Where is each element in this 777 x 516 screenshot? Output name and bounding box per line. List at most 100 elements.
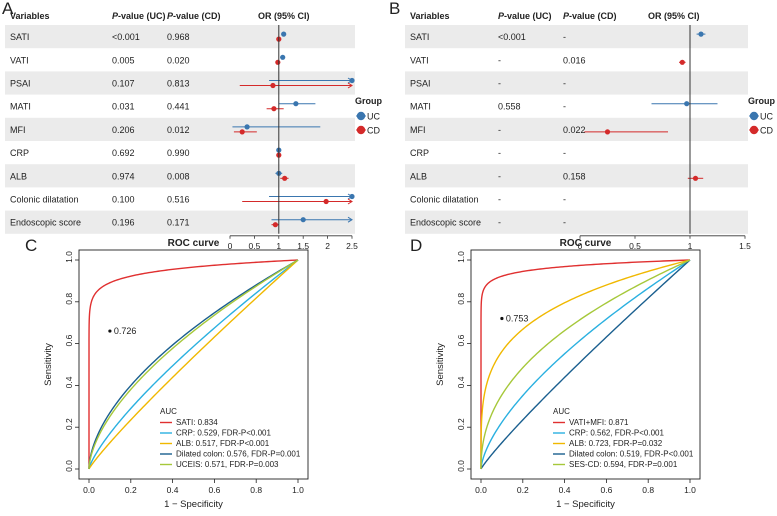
legend-label: VATI+MFI: 0.871 — [569, 418, 629, 427]
x-tick-label: 0.2 — [517, 485, 529, 495]
variable-name: VATI — [10, 55, 29, 65]
roc-panel-C: C ROC curve 0.0 0.0 0.2 0.2 0.4 0.4 0.6 0.6 0.8 0.8… — [25, 236, 309, 510]
p-value-uc: <0.001 — [498, 32, 526, 42]
roc-curve-4 — [480, 259, 691, 470]
variable-name: MFI — [10, 125, 26, 135]
p-value-uc: - — [498, 79, 501, 89]
p-value-cd: - — [563, 32, 566, 42]
legend-label: UC — [367, 112, 380, 122]
y-tick-label: 0.2 — [456, 418, 466, 430]
p-value-uc: 0.692 — [112, 148, 135, 158]
uc-point — [244, 124, 250, 130]
roc-curve-3 — [480, 259, 691, 470]
cd-point — [679, 59, 685, 65]
x-tick-label: 0 — [228, 241, 233, 251]
cd-point — [272, 222, 278, 228]
legend-title: AUC — [160, 407, 177, 416]
cd-point — [271, 106, 277, 112]
row-band — [5, 71, 355, 95]
panel-label: D — [410, 236, 422, 255]
p-value-cd: 0.020 — [167, 55, 190, 65]
cd-arrow — [347, 82, 353, 89]
x-tick-label: 0.0 — [83, 485, 95, 495]
roc-panel-D: D ROC curve 0.0 0.0 0.2 0.2 0.4 0.4 0.6 0.6 0.8 0.8… — [410, 236, 701, 510]
p-value-uc: 0.005 — [112, 55, 135, 65]
cutoff-point — [500, 316, 504, 321]
variable-name: PSAI — [10, 79, 31, 89]
p-value-cd: - — [563, 218, 566, 228]
p-value-uc: 0.206 — [112, 125, 135, 135]
row-band — [405, 25, 748, 49]
cutoff-point — [108, 329, 112, 333]
p-value-uc: 0.558 — [498, 102, 521, 112]
x-tick-label: 1.0 — [684, 485, 696, 495]
cd-arrow — [347, 198, 353, 205]
column-header: P-value (UC) — [498, 11, 552, 21]
legend-dot — [356, 125, 366, 135]
x-tick-label: 0.0 — [475, 485, 487, 495]
p-value-cd: 0.968 — [167, 32, 190, 42]
y-axis-title: Sensitivity — [43, 343, 54, 386]
variable-name: ALB — [10, 171, 27, 181]
panel-label: C — [25, 236, 37, 255]
p-value-cd: 0.990 — [167, 148, 190, 158]
roc-curve-2 — [480, 259, 691, 470]
chart-title: ROC curve — [560, 238, 612, 249]
column-header: Variables — [10, 11, 50, 21]
y-tick-label: 0.0 — [456, 460, 466, 472]
x-tick-label: 0.5 — [629, 241, 641, 251]
cutoff-label: 0.726 — [114, 326, 137, 336]
column-header: OR (95% CI) — [648, 11, 700, 21]
x-tick-label: 2 — [325, 241, 330, 251]
y-tick-label: 0.0 — [64, 460, 74, 472]
p-value-uc: - — [498, 195, 501, 205]
roc-curve-3 — [88, 259, 299, 470]
variable-name: ALB — [410, 171, 427, 181]
plot-frame — [78, 249, 309, 480]
y-tick-label: 0.8 — [64, 293, 74, 305]
uc-arrow — [347, 216, 353, 223]
x-tick-label: 0.8 — [250, 485, 262, 495]
row-band — [5, 117, 355, 141]
panel-label: A — [2, 0, 14, 18]
row-band — [5, 25, 355, 49]
legend-label: CD — [367, 126, 380, 136]
legend-label: UC — [760, 112, 773, 122]
row-band — [5, 164, 355, 188]
uc-point — [698, 31, 704, 37]
column-header: OR (95% CI) — [258, 11, 310, 21]
row-band — [405, 117, 748, 141]
x-tick-label: 2.5 — [346, 241, 358, 251]
legend-label: SES-CD: 0.594, FDR-P=0.001 — [569, 460, 678, 469]
column-header: P-value (UC) — [112, 11, 166, 21]
y-tick-label: 1.0 — [456, 251, 466, 263]
p-value-cd: 0.022 — [563, 125, 586, 135]
variable-name: Colonic dilatation — [10, 195, 79, 205]
uc-point — [684, 101, 690, 107]
variable-name: SATI — [10, 32, 29, 42]
chart-title: ROC curve — [168, 238, 220, 249]
legend-label: Dilated colon: 0.519, FDR-P<0.001 — [569, 450, 694, 459]
variable-name: PSAI — [410, 79, 431, 89]
variable-name: SATI — [410, 32, 429, 42]
y-axis-title: Sensitivity — [435, 343, 446, 386]
x-tick-label: 0.2 — [125, 485, 137, 495]
legend-label: CD — [760, 126, 773, 136]
variable-name: Colonic dilatation — [410, 195, 479, 205]
variable-name: MATI — [10, 102, 31, 112]
row-band — [405, 164, 748, 188]
p-value-cd: 0.158 — [563, 171, 586, 181]
p-value-uc: 0.196 — [112, 218, 135, 228]
y-tick-label: 1.0 — [64, 251, 74, 263]
p-value-cd: - — [563, 195, 566, 205]
p-value-cd: 0.016 — [563, 55, 586, 65]
plot-frame — [470, 249, 701, 480]
p-value-cd: 0.012 — [167, 125, 190, 135]
legend-dot — [749, 125, 759, 135]
p-value-uc: 0.107 — [112, 79, 135, 89]
y-tick-label: 0.6 — [64, 334, 74, 346]
y-tick-label: 0.8 — [456, 293, 466, 305]
p-value-uc: 0.031 — [112, 102, 135, 112]
x-tick-label: 0.4 — [167, 485, 179, 495]
legend-dot — [356, 111, 366, 121]
